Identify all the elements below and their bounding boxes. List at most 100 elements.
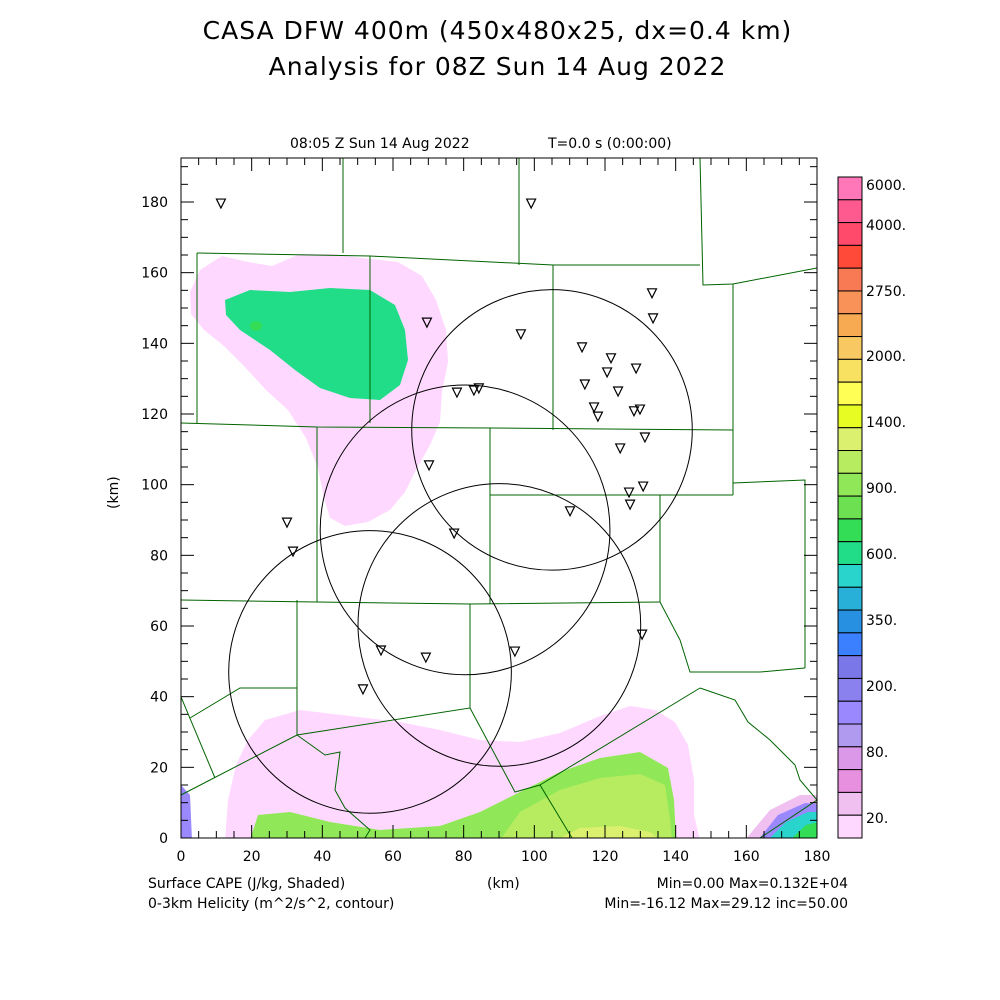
cape-region-northwest [190,254,448,526]
colorbar-swatch [837,290,863,315]
colorbar-swatch [837,495,863,520]
station-triangle-icon [448,528,460,540]
chart-title-line2: Analysis for 08Z Sun 14 Aug 2022 [268,52,727,81]
y-tick-label: 120 [141,407,168,423]
y-tick-label: 140 [141,336,168,352]
x-tick-label: 120 [592,849,619,865]
station-triangle-icon [612,386,624,398]
y-tick-label: 180 [141,195,168,211]
station-triangle-icon [605,353,617,365]
station-triangle-icon [509,646,521,658]
colorbar-label: 2750. [866,284,906,300]
colorbar-swatch [837,655,863,679]
colorbar-swatch [837,358,863,383]
x-tick-label: 60 [384,849,402,865]
colorbar-swatch [837,700,863,725]
helicity-contours [228,289,693,814]
station-triangle-icon [215,198,227,210]
colorbar-label: 200. [866,679,897,695]
x-tick-label: 140 [662,849,689,865]
y-axis-label: (km) [106,476,122,509]
station-triangle-icon [637,481,649,493]
colorbar-swatch [837,404,863,429]
station-triangle-icon [592,411,604,423]
x-tick-label: 40 [313,849,331,865]
colorbar-swatch [837,632,863,657]
shaded-field-label: Surface CAPE (J/kg, Shaded) [148,876,346,892]
x-tick-label: 180 [804,849,831,865]
cape-region-south [181,706,817,838]
station-triangle-icon [281,517,293,529]
colorbar-swatch [837,541,863,565]
station-triangle-icon [646,288,658,300]
x-tick-label: 80 [455,849,473,865]
x-tick-label: 160 [733,849,760,865]
helicity-contour [357,483,642,767]
station-triangle-icon [588,402,600,414]
colorbar-swatch [837,677,863,702]
colorbar-label: 6000. [866,178,906,194]
county-boundaries [181,158,817,838]
x-tick-label: 20 [243,849,261,865]
colorbar-swatch [837,746,863,771]
station-triangle-icon [375,645,387,657]
station-triangle-icon [601,367,613,379]
station-triangle-icon [576,342,588,354]
station-triangle-icon [421,317,433,329]
station-triangle-icon [628,406,640,418]
y-tick-label: 40 [150,690,168,706]
station-triangle-icon [579,379,591,391]
colorbar-swatch [837,427,863,452]
valid-time: 08:05 Z Sun 14 Aug 2022 [290,136,470,152]
colorbar-swatch [837,244,863,269]
station-triangle-icon [639,432,651,444]
colorbar-swatch [837,222,863,246]
colorbar-swatch [837,267,863,292]
station-triangle-icon [515,329,527,341]
colorbar-swatch [837,586,863,611]
station-triangle-icon [624,499,636,511]
contour-field-label: 0-3km Helicity (m^2/s^2, contour) [148,896,395,912]
colorbar-swatch [837,176,863,201]
colorbar-swatch [837,472,863,497]
contour-stats: Min=-16.12 Max=29.12 inc=50.00 [604,896,848,912]
cape-shading [181,254,817,838]
station-triangle-icon [525,198,537,210]
colorbar-swatch [837,381,863,406]
colorbar-swatch [837,814,863,839]
colorbar-label: 80. [866,745,888,761]
shaded-stats: Min=0.00 Max=0.132E+04 [656,876,848,892]
colorbar-label: 20. [866,811,888,827]
colorbar-swatch [837,609,863,634]
colorbar-label: 900. [866,481,897,497]
station-triangle-icon [614,443,626,455]
colorbar-swatch [837,769,863,793]
station-triangle-icon [647,313,659,325]
colorbar-swatch [837,450,863,474]
y-tick-label: 0 [159,831,168,847]
y-tick-label: 80 [150,548,168,564]
station-triangle-icon [636,629,648,641]
colorbar-swatch [837,723,863,748]
x-axis-label: (km) [487,876,520,892]
y-tick-label: 20 [150,760,168,776]
colorbar: 6000. 4000. 2750. 2000. 1400. 900. 600. 350. 200… [837,176,906,839]
station-triangle-icon [630,363,642,375]
station-triangle-icon [473,383,485,395]
station-triangle-icon [357,684,369,696]
station-triangle-icon [564,506,576,518]
colorbar-swatch [837,563,863,588]
y-tick-label: 100 [141,478,168,494]
colorbar-label: 2000. [866,349,906,365]
colorbar-swatch [837,336,863,360]
colorbar-swatch [837,313,863,338]
colorbar-swatch [837,199,863,224]
elapsed-time: T=0.0 s (0:00:00) [548,136,672,152]
y-tick-label: 160 [141,266,168,282]
station-triangle-icon [468,385,480,397]
y-tick-label: 60 [150,619,168,635]
chart-title-line1: CASA DFW 400m (450x480x25, dx=0.4 km) [202,16,793,45]
colorbar-swatch [837,791,863,816]
station-triangle-icon [423,460,435,472]
